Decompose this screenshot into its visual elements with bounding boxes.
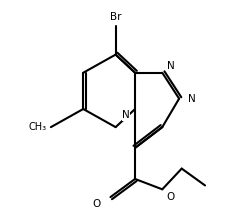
Text: N: N (168, 61, 175, 71)
Text: CH₃: CH₃ (29, 122, 47, 132)
Text: O: O (166, 192, 174, 202)
Text: N: N (188, 94, 196, 104)
Text: O: O (92, 199, 100, 209)
Text: Br: Br (110, 12, 121, 22)
Text: N: N (122, 111, 130, 121)
